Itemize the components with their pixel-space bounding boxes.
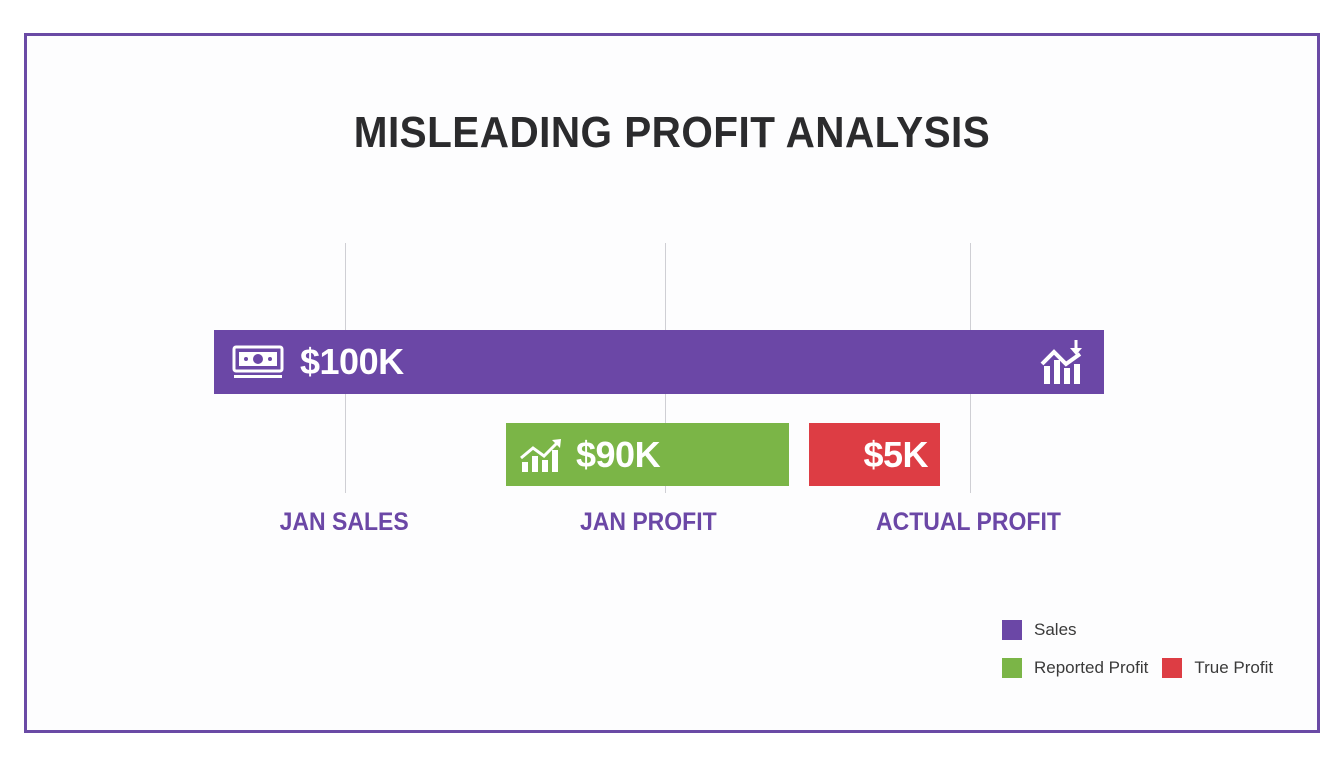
legend-swatch-true-profit [1162, 658, 1183, 678]
legend-row-1: Sales [1002, 620, 1091, 640]
legend-swatch-reported-profit [1002, 658, 1022, 678]
reported-profit-value: $90K [576, 433, 661, 475]
chart-down-icon [1040, 340, 1082, 384]
legend-item-true-profit: True Profit [1162, 658, 1273, 678]
chart-up-icon [520, 438, 561, 472]
category-label-jan-profit: JAN PROFIT [579, 508, 717, 536]
true-profit-value: $5K [863, 433, 928, 475]
legend-swatch-sales [1002, 620, 1022, 640]
legend-label-true-profit: True Profit [1194, 658, 1274, 677]
legend-label-sales: Sales [1034, 620, 1077, 639]
category-label-jan-sales: JAN SALES [279, 508, 409, 536]
legend-row-2: Reported Profit True Profit [1002, 658, 1287, 678]
sales-value: $100K [300, 341, 404, 382]
legend-label-reported-profit: Reported Profit [1034, 658, 1149, 677]
bar-true-profit: $5K [809, 423, 940, 486]
bar-reported-profit: $90K [506, 423, 789, 486]
chart-title: MISLEADING PROFIT ANALYSIS [353, 108, 991, 157]
category-label-actual-profit: ACTUAL PROFIT [876, 508, 1061, 536]
money-bill-icon [232, 345, 284, 378]
legend-item-sales: Sales [1002, 620, 1077, 640]
bar-sales: $100K [214, 330, 1104, 394]
legend-item-reported-profit: Reported Profit [1002, 658, 1148, 678]
